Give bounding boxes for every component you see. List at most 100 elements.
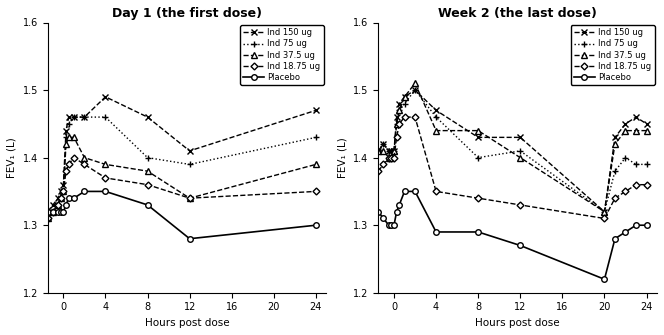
Placebo <box>59 210 67 214</box>
Ind 18.75 ug <box>56 196 64 200</box>
Ind 150 ug <box>64 115 72 119</box>
Ind 37.5 ug <box>54 203 62 207</box>
Ind 37.5 ug <box>600 210 608 214</box>
Placebo <box>474 230 482 234</box>
Ind 150 ug <box>392 115 400 119</box>
Ind 150 ug <box>44 210 52 214</box>
Placebo <box>49 210 57 214</box>
Ind 18.75 ug <box>59 189 67 193</box>
Ind 37.5 ug <box>632 129 640 133</box>
Ind 37.5 ug <box>395 108 403 112</box>
Ind 150 ug <box>374 149 382 153</box>
Ind 37.5 ug <box>392 122 400 126</box>
Ind 150 ug <box>643 122 651 126</box>
Ind 37.5 ug <box>643 129 651 133</box>
Placebo <box>384 223 392 227</box>
Ind 75 ug <box>400 102 408 106</box>
Ind 150 ug <box>611 135 619 139</box>
Ind 75 ug <box>611 169 619 173</box>
X-axis label: Hours post dose: Hours post dose <box>475 318 560 328</box>
Ind 18.75 ug <box>143 183 151 187</box>
Ind 150 ug <box>632 115 640 119</box>
Ind 37.5 ug <box>64 135 72 139</box>
Ind 75 ug <box>380 142 388 146</box>
Placebo <box>64 196 72 200</box>
Ind 75 ug <box>390 149 398 153</box>
Ind 75 ug <box>395 108 403 112</box>
Ind 37.5 ug <box>62 142 70 146</box>
Ind 150 ug <box>59 183 67 187</box>
Ind 37.5 ug <box>186 196 194 200</box>
Ind 150 ug <box>387 149 395 153</box>
Ind 150 ug <box>56 189 64 193</box>
Ind 150 ug <box>62 129 70 133</box>
Line: Ind 150 ug: Ind 150 ug <box>44 93 319 215</box>
X-axis label: Hours post dose: Hours post dose <box>145 318 229 328</box>
Ind 150 ug <box>80 115 88 119</box>
Ind 150 ug <box>390 149 398 153</box>
Placebo <box>70 196 78 200</box>
Ind 18.75 ug <box>400 115 408 119</box>
Ind 37.5 ug <box>622 129 629 133</box>
Ind 37.5 ug <box>474 129 482 133</box>
Ind 18.75 ug <box>312 189 320 193</box>
Ind 75 ug <box>59 189 67 193</box>
Placebo <box>611 237 619 241</box>
Ind 18.75 ug <box>384 156 392 160</box>
Ind 37.5 ug <box>611 142 619 146</box>
Placebo <box>56 210 64 214</box>
Ind 18.75 ug <box>186 196 194 200</box>
Ind 18.75 ug <box>387 156 395 160</box>
Ind 18.75 ug <box>390 156 398 160</box>
Ind 37.5 ug <box>384 156 392 160</box>
Ind 75 ug <box>384 149 392 153</box>
Legend: Ind 150 ug, Ind 75 ug, Ind 37.5 ug, Ind 18.75 ug, Placebo: Ind 150 ug, Ind 75 ug, Ind 37.5 ug, Ind … <box>570 25 655 85</box>
Placebo <box>186 237 194 241</box>
Ind 75 ug <box>387 149 395 153</box>
Placebo <box>102 189 110 193</box>
Ind 37.5 ug <box>102 162 110 166</box>
Placebo <box>517 244 525 248</box>
Ind 37.5 ug <box>380 149 388 153</box>
Line: Ind 37.5 ug: Ind 37.5 ug <box>375 80 649 214</box>
Ind 37.5 ug <box>143 169 151 173</box>
Ind 75 ug <box>70 115 78 119</box>
Ind 75 ug <box>54 203 62 207</box>
Ind 75 ug <box>432 115 440 119</box>
Placebo <box>312 223 320 227</box>
Ind 18.75 ug <box>632 183 640 187</box>
Y-axis label: FEV₁ (L): FEV₁ (L) <box>7 137 17 178</box>
Ind 150 ug <box>143 115 151 119</box>
Ind 37.5 ug <box>44 216 52 220</box>
Ind 18.75 ug <box>62 169 70 173</box>
Ind 37.5 ug <box>312 162 320 166</box>
Ind 37.5 ug <box>80 156 88 160</box>
Placebo <box>632 223 640 227</box>
Ind 150 ug <box>474 135 482 139</box>
Ind 18.75 ug <box>44 216 52 220</box>
Ind 75 ug <box>643 162 651 166</box>
Ind 150 ug <box>49 203 57 207</box>
Ind 75 ug <box>80 115 88 119</box>
Ind 37.5 ug <box>59 189 67 193</box>
Ind 18.75 ug <box>102 176 110 180</box>
Ind 150 ug <box>384 149 392 153</box>
Ind 18.75 ug <box>411 115 419 119</box>
Ind 75 ug <box>49 210 57 214</box>
Ind 150 ug <box>400 95 408 99</box>
Ind 37.5 ug <box>517 156 525 160</box>
Ind 18.75 ug <box>611 196 619 200</box>
Ind 75 ug <box>312 135 320 139</box>
Placebo <box>387 223 395 227</box>
Placebo <box>622 230 629 234</box>
Line: Ind 37.5 ug: Ind 37.5 ug <box>44 135 319 221</box>
Placebo <box>411 189 419 193</box>
Ind 37.5 ug <box>387 156 395 160</box>
Placebo <box>390 223 398 227</box>
Ind 18.75 ug <box>643 183 651 187</box>
Title: Week 2 (the last dose): Week 2 (the last dose) <box>438 7 597 20</box>
Ind 75 ug <box>44 216 52 220</box>
Ind 18.75 ug <box>64 162 72 166</box>
Ind 150 ug <box>411 88 419 92</box>
Placebo <box>395 203 403 207</box>
